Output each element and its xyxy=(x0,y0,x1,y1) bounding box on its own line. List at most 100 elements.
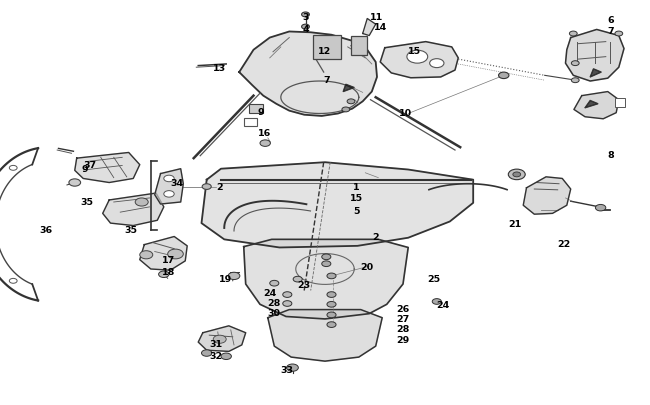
Circle shape xyxy=(569,32,577,37)
Circle shape xyxy=(202,350,212,356)
Circle shape xyxy=(322,261,331,267)
Text: 22: 22 xyxy=(557,239,570,248)
Bar xyxy=(351,36,367,56)
Text: 16: 16 xyxy=(258,128,271,137)
Circle shape xyxy=(571,79,579,83)
Circle shape xyxy=(270,281,279,286)
Text: 26: 26 xyxy=(396,304,410,313)
Text: 35: 35 xyxy=(125,226,138,234)
Circle shape xyxy=(213,335,226,343)
Text: 13: 13 xyxy=(213,64,226,72)
Polygon shape xyxy=(380,43,458,79)
Circle shape xyxy=(513,173,521,177)
Circle shape xyxy=(283,292,292,298)
Circle shape xyxy=(260,141,270,147)
Text: 10: 10 xyxy=(399,109,412,118)
Polygon shape xyxy=(574,92,619,119)
Circle shape xyxy=(168,249,183,259)
Circle shape xyxy=(140,251,153,259)
Text: 14: 14 xyxy=(374,23,387,32)
Text: 9: 9 xyxy=(258,108,265,117)
Text: 30: 30 xyxy=(268,308,281,317)
Text: 21: 21 xyxy=(508,219,521,228)
Text: 15: 15 xyxy=(408,47,421,56)
Circle shape xyxy=(164,191,174,198)
Text: 27: 27 xyxy=(396,315,410,324)
Text: 28: 28 xyxy=(268,298,281,307)
Circle shape xyxy=(327,312,336,318)
Text: 37: 37 xyxy=(84,161,97,170)
Circle shape xyxy=(615,32,623,37)
Circle shape xyxy=(595,205,606,211)
Text: 36: 36 xyxy=(39,226,52,234)
Text: 2: 2 xyxy=(216,183,223,192)
Circle shape xyxy=(287,364,298,371)
Polygon shape xyxy=(75,153,140,183)
Circle shape xyxy=(430,60,444,68)
Circle shape xyxy=(302,25,309,30)
Text: 12: 12 xyxy=(318,47,332,56)
Circle shape xyxy=(347,100,355,104)
Bar xyxy=(313,36,341,60)
Text: 32: 32 xyxy=(209,351,222,360)
Text: 29: 29 xyxy=(396,335,410,344)
Polygon shape xyxy=(566,30,624,82)
Polygon shape xyxy=(202,163,473,248)
Bar xyxy=(615,99,625,107)
Text: 8: 8 xyxy=(608,150,614,159)
Polygon shape xyxy=(585,101,598,109)
Circle shape xyxy=(499,73,509,79)
Circle shape xyxy=(293,277,302,282)
Circle shape xyxy=(135,198,148,207)
Text: 17: 17 xyxy=(162,256,176,264)
Circle shape xyxy=(164,176,174,182)
Text: 7: 7 xyxy=(608,27,614,36)
Circle shape xyxy=(228,273,240,280)
Text: 20: 20 xyxy=(361,262,374,271)
Polygon shape xyxy=(198,326,246,352)
Text: 5: 5 xyxy=(353,207,359,216)
Circle shape xyxy=(9,166,17,171)
Circle shape xyxy=(202,184,211,190)
Circle shape xyxy=(407,51,428,64)
Text: 18: 18 xyxy=(162,268,176,277)
Text: 28: 28 xyxy=(396,324,410,333)
Text: 11: 11 xyxy=(370,13,383,21)
Text: 35: 35 xyxy=(81,197,94,206)
Text: 25: 25 xyxy=(427,274,440,283)
Polygon shape xyxy=(239,32,377,117)
Circle shape xyxy=(327,273,336,279)
Bar xyxy=(244,118,257,126)
Circle shape xyxy=(302,13,309,18)
Polygon shape xyxy=(590,70,601,78)
Text: 4: 4 xyxy=(302,25,309,34)
Text: 31: 31 xyxy=(209,339,222,348)
Circle shape xyxy=(69,179,81,187)
Circle shape xyxy=(159,271,169,278)
Text: 24: 24 xyxy=(263,288,276,297)
Polygon shape xyxy=(140,237,187,271)
Circle shape xyxy=(221,353,231,360)
Text: 15: 15 xyxy=(350,193,363,202)
Text: 3: 3 xyxy=(302,13,309,21)
Circle shape xyxy=(432,299,441,305)
Text: 33: 33 xyxy=(281,365,294,374)
Text: 24: 24 xyxy=(437,300,450,309)
Circle shape xyxy=(327,292,336,298)
Polygon shape xyxy=(103,194,164,226)
Circle shape xyxy=(327,322,336,328)
Polygon shape xyxy=(363,19,376,36)
Text: 34: 34 xyxy=(170,179,183,188)
Circle shape xyxy=(9,279,17,284)
Polygon shape xyxy=(523,177,571,215)
Text: 23: 23 xyxy=(297,280,310,289)
Text: 1: 1 xyxy=(353,183,359,192)
Circle shape xyxy=(322,254,331,260)
Text: 2: 2 xyxy=(372,232,379,241)
Text: 19: 19 xyxy=(219,274,232,283)
Text: 7: 7 xyxy=(323,76,330,85)
Circle shape xyxy=(571,62,579,66)
Polygon shape xyxy=(343,85,354,92)
Circle shape xyxy=(327,302,336,307)
Circle shape xyxy=(508,170,525,180)
